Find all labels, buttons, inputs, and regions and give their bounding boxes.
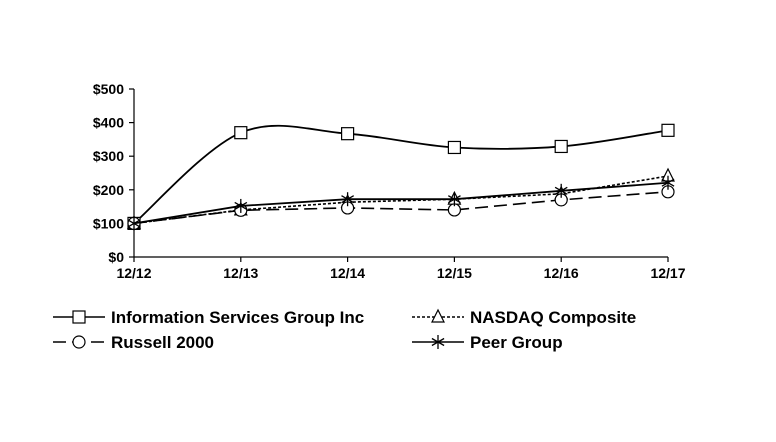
legend-label: NASDAQ Composite — [470, 308, 636, 327]
legend-marker — [72, 310, 86, 324]
legend-item-russell-2000: Russell 2000 — [53, 333, 214, 352]
asterisk-stroke — [431, 337, 445, 347]
y-tick-label: $300 — [93, 148, 124, 164]
series-line-russell-2000 — [133, 191, 669, 225]
legend-marker — [72, 335, 86, 349]
data-point-information-services-group-inc — [661, 123, 675, 137]
data-point-information-services-group-inc — [234, 126, 248, 140]
data-point-peer-group — [234, 198, 248, 213]
chart-series — [127, 123, 675, 231]
chart-axes — [133, 89, 668, 258]
data-point-peer-group — [341, 192, 355, 207]
data-point-peer-group — [661, 175, 675, 190]
x-tick-label: 12/17 — [650, 265, 685, 281]
data-point-peer-group — [554, 183, 568, 198]
data-point-information-services-group-inc — [554, 139, 568, 154]
legend-marker — [431, 308, 445, 323]
series-line-peer-group — [133, 181, 669, 225]
y-axis-ticks: $0 $100 $200 $300 $400 $500 — [93, 81, 134, 265]
legend-label: Information Services Group Inc — [111, 308, 364, 327]
x-tick-label: 12/14 — [330, 265, 365, 281]
asterisk-stroke — [127, 219, 141, 228]
data-point-peer-group — [447, 192, 461, 207]
data-point-information-services-group-inc — [447, 140, 461, 155]
y-tick-label: $100 — [93, 215, 124, 231]
x-tick-label: 12/13 — [223, 265, 258, 281]
asterisk-stroke — [554, 186, 568, 195]
asterisk-stroke — [447, 195, 461, 204]
y-tick-label: $200 — [93, 182, 124, 198]
x-axis-ticks: 12/12 12/13 12/14 12/15 12/16 12/17 — [116, 257, 686, 281]
legend-item-peer-group: Peer Group — [412, 333, 563, 352]
chart-legend: Information Services Group Inc NASDAQ Com… — [53, 308, 636, 352]
y-tick-label: $400 — [93, 115, 124, 131]
data-point-peer-group — [127, 216, 141, 231]
asterisk-stroke — [341, 195, 355, 204]
legend-item-nasdaq-composite: NASDAQ Composite — [412, 308, 636, 327]
x-tick-label: 12/16 — [544, 265, 579, 281]
series-russell-2000 — [127, 185, 675, 230]
y-tick-label: $0 — [108, 249, 124, 265]
asterisk-stroke — [234, 201, 248, 210]
x-tick-label: 12/15 — [437, 265, 472, 281]
legend-label: Peer Group — [470, 333, 563, 352]
series-line-information-services-group-inc — [133, 124, 669, 225]
y-tick-label: $500 — [93, 81, 124, 97]
legend-item-information-services-group-inc: Information Services Group Inc — [53, 308, 364, 327]
legend-label: Russell 2000 — [111, 333, 214, 352]
x-tick-label: 12/12 — [116, 265, 151, 281]
series-line-nasdaq-composite — [133, 175, 669, 225]
series-peer-group — [127, 175, 675, 231]
asterisk-stroke — [661, 178, 675, 187]
data-point-information-services-group-inc — [341, 127, 355, 141]
legend-marker — [431, 335, 445, 349]
